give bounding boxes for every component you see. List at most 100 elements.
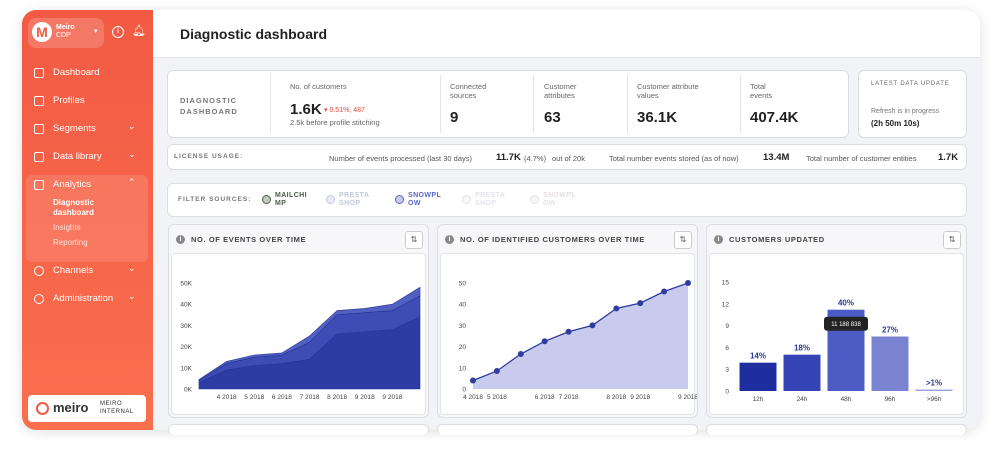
chart-title: CUSTOMERS UPDATED [729,235,825,244]
x-tick-label: 48h [841,396,852,403]
y-tick-label: 6 [725,345,729,352]
point [685,280,691,286]
bar [783,354,821,391]
nav-caret: ⌄ [128,263,136,273]
sort-button[interactable]: ⇅ [674,231,692,249]
nav-item[interactable]: Dashboard [53,67,100,78]
nav-subitem[interactable]: Insights [53,223,81,232]
sidebar: M Meiro CDP ▾ i 🔔︎ meiro MEIRO INTERNAL … [22,10,153,430]
nav-item[interactable]: Channels [53,265,94,276]
footer-badge: meiro MEIRO INTERNAL [28,395,146,422]
license-value: 11.7K [496,152,521,163]
bar [915,389,953,391]
nav-subitem[interactable]: Reporting [53,238,88,247]
license-label: LICENSE USAGE: [174,153,244,160]
latest-update-card: LATEST DATA UPDATE Refresh is in progres… [858,70,967,138]
y-tick-label: 0 [725,389,729,396]
point [661,288,668,295]
x-tick-label: 8 2018 [327,394,347,401]
stat-value: 1.6K [290,101,322,118]
chart-card: NO. OF IDENTIFIED CUSTOMERS OVER TIME i ⇅… [437,224,698,418]
point [517,351,524,358]
y-tick-label: 9 [725,323,729,330]
chart-card [168,424,429,435]
summary-card: DIAGNOSTIC DASHBOARD No. of customers 1.… [167,70,849,138]
update-status: Refresh is in progress [871,108,940,115]
header: Diagnostic dashboard [153,10,980,58]
nav-subitem[interactable]: Diagnostic dashboard [53,198,94,217]
y-tick-label: 0K [184,387,193,394]
license-value: 1.7K [938,152,959,163]
source-name[interactable]: MAILCHIMP [275,192,307,207]
sort-button[interactable]: ⇅ [405,231,423,249]
stat-value: 9 [450,109,459,126]
x-tick-label: >96h [927,396,942,403]
info-icon[interactable]: i [112,26,124,38]
stat-value: 36.1K [637,109,678,126]
nav-icon [34,124,44,134]
nav-icon [34,180,44,190]
update-elapsed: (2h 50m 10s) [871,119,920,128]
stat-label: Customer attributes [544,82,577,100]
chart-card [437,424,698,435]
chart-title: NO. OF EVENTS OVER TIME [191,235,307,244]
nav-caret: ⌄ [128,121,136,131]
nav-item[interactable]: Administration [53,293,114,304]
notifications-icon[interactable]: 🔔︎ [132,25,146,37]
x-tick-label: 9 2018 [355,394,375,401]
update-title: LATEST DATA UPDATE [871,81,950,87]
y-tick-label: 30 [459,323,467,330]
x-tick-label: 9 2018 [630,394,650,401]
area [473,283,688,389]
source-dot[interactable] [326,195,335,204]
value-label: 18% [794,344,810,353]
nav-item[interactable]: Data library [53,151,102,162]
footer-logo: meiro [53,400,89,415]
y-tick-label: 20 [459,344,467,351]
filter-label: FILTER SOURCES: [178,196,252,203]
x-tick-label: 6 2018 [272,394,292,401]
source-dot[interactable] [262,195,271,204]
analytics-highlight [26,175,148,262]
source-name[interactable]: PRESTASHOP [475,192,506,207]
value-label: 14% [750,352,766,361]
chart-card [706,424,967,435]
y-tick-label: 40 [459,302,467,309]
y-tick-label: 10 [459,365,467,372]
source-dot[interactable] [395,195,404,204]
x-tick-label: 9 2018 [678,394,697,401]
source-dot[interactable] [462,195,471,204]
stat-label: Total events [750,82,773,100]
stat-label: No. of customers [290,82,347,91]
sort-button[interactable]: ⇅ [943,231,961,249]
y-tick-label: 50K [180,281,192,288]
source-name[interactable]: SNOWPLOW [408,192,442,207]
license-text: (4.7%) [524,154,547,163]
source-dot[interactable] [530,195,539,204]
brand-switch[interactable]: M Meiro CDP ▾ [28,18,104,48]
summary-label-box: DIAGNOSTIC DASHBOARD [170,73,271,133]
y-tick-label: 10K [180,365,192,372]
nav-caret: ⌄ [128,291,136,301]
x-tick-label: 4 2018 [463,394,483,401]
footer-label: MEIRO [100,401,123,407]
x-tick-label: 7 2018 [300,394,320,401]
nav-item[interactable]: Profiles [53,95,85,106]
source-name[interactable]: SNOWPLOW [543,192,577,207]
caret: ▾ [94,28,98,35]
stat-value: 63 [544,109,561,126]
point [470,377,476,384]
y-tick-label: 3 [725,367,729,374]
source-name[interactable]: PRESTASHOP [339,192,370,207]
nav-icon [34,294,44,304]
nav-item[interactable]: Analytics [53,179,92,190]
x-tick-label: 4 2018 [217,394,237,401]
tooltip-box [824,316,868,331]
point [589,322,596,329]
nav-item[interactable]: Segments [53,123,96,134]
value-label: 40% [838,299,854,308]
info-icon: i [176,235,185,244]
bar [739,362,777,391]
y-tick-label: 30K [180,323,192,330]
